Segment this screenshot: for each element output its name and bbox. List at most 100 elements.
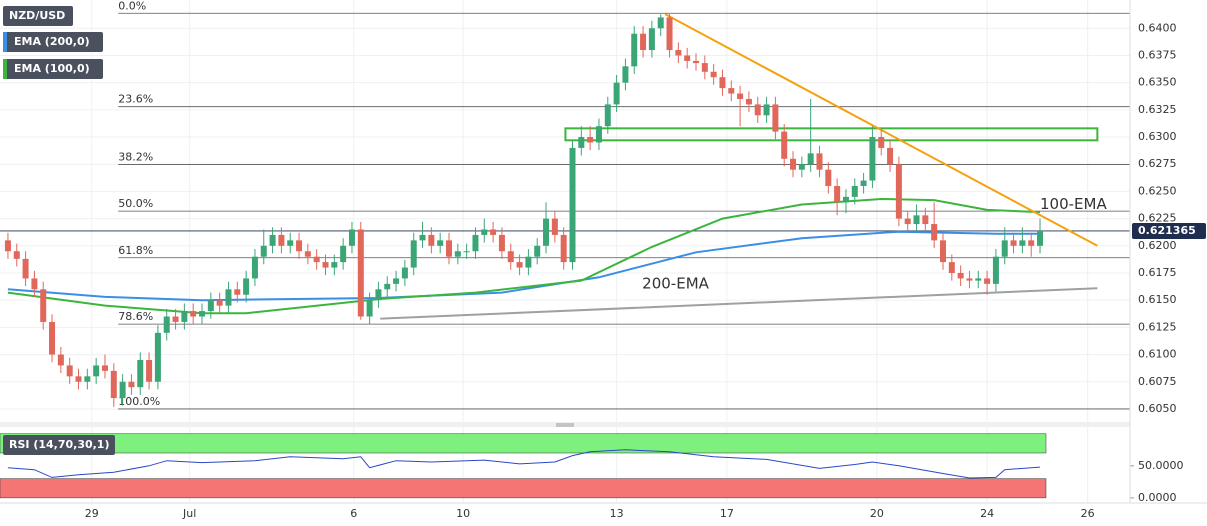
candle-body bbox=[728, 88, 735, 94]
candle-body bbox=[913, 215, 920, 225]
y-tick-label: 0.6150 bbox=[1138, 293, 1177, 306]
candle-body bbox=[243, 278, 250, 295]
candle-body bbox=[560, 234, 567, 263]
candle-body bbox=[101, 365, 108, 371]
y-tick-label: 0.6225 bbox=[1138, 212, 1177, 225]
x-tick-label: Jul bbox=[182, 507, 196, 520]
candle-body bbox=[569, 147, 576, 263]
candle-body bbox=[296, 240, 303, 252]
x-tick-label: 24 bbox=[980, 507, 994, 520]
candle-body bbox=[719, 77, 726, 89]
candle-body bbox=[419, 234, 426, 241]
oversold-band bbox=[0, 478, 1047, 499]
candle-body bbox=[710, 71, 717, 78]
candle-body bbox=[49, 321, 56, 355]
candle-body bbox=[516, 262, 523, 268]
candle-body bbox=[992, 256, 999, 284]
resistance-zone bbox=[564, 127, 1099, 142]
candle-body bbox=[834, 185, 841, 203]
candle-body bbox=[851, 185, 858, 197]
symbol: NZD/USD bbox=[9, 9, 65, 22]
candle-body bbox=[331, 262, 338, 268]
rsi-legend: RSI (14,70,30,1) bbox=[3, 435, 115, 455]
candle-body bbox=[534, 245, 541, 257]
candle-body bbox=[13, 251, 20, 259]
candle-body bbox=[366, 300, 373, 317]
y-tick-label: 0.6050 bbox=[1138, 402, 1177, 415]
candle-body bbox=[790, 158, 797, 170]
candle-body bbox=[472, 234, 479, 252]
ema-line bbox=[7, 197, 1041, 315]
candle-body bbox=[948, 262, 955, 273]
y-tick-label: 0.6275 bbox=[1138, 157, 1177, 170]
last-price-box bbox=[1132, 222, 1206, 239]
candle-body bbox=[675, 50, 682, 56]
candle-body bbox=[807, 153, 814, 165]
rsi-line bbox=[7, 449, 1041, 479]
candle-body bbox=[666, 17, 673, 51]
candle-body bbox=[781, 131, 788, 159]
y-tick-label: 0.6400 bbox=[1138, 21, 1177, 34]
legend-box bbox=[3, 59, 103, 79]
y-tick-label: 0.6350 bbox=[1138, 76, 1177, 89]
candle-body bbox=[816, 153, 823, 170]
candle-body bbox=[357, 229, 364, 317]
candle-body bbox=[490, 229, 497, 235]
y-tick-label: 0.6250 bbox=[1138, 184, 1177, 197]
candle-body bbox=[40, 289, 47, 322]
candle-body bbox=[401, 267, 408, 279]
trendline bbox=[380, 287, 1098, 320]
annotation: 100-EMA bbox=[1040, 195, 1107, 213]
candle-body bbox=[701, 63, 708, 72]
fib-label: 23.6% bbox=[118, 93, 153, 106]
fib-label: 61.8% bbox=[118, 244, 153, 257]
candle-body bbox=[966, 278, 973, 281]
candle-body bbox=[1019, 240, 1026, 246]
candle-body bbox=[543, 218, 550, 246]
candle-body bbox=[304, 251, 311, 257]
candle-body bbox=[1028, 240, 1035, 246]
candle-body bbox=[684, 55, 691, 61]
x-tick-label: 26 bbox=[1081, 507, 1095, 520]
x-tick-label: 29 bbox=[85, 507, 99, 520]
candle-body bbox=[207, 300, 214, 312]
candle-body bbox=[93, 365, 100, 377]
candle-body bbox=[269, 234, 276, 246]
candle-body bbox=[622, 66, 629, 83]
overbought-band bbox=[0, 433, 1047, 454]
y-tick-label: 0.6375 bbox=[1138, 48, 1177, 61]
candle-body bbox=[163, 316, 170, 333]
candle-body bbox=[216, 300, 223, 306]
candle-body bbox=[57, 354, 64, 366]
candle-body bbox=[137, 360, 144, 388]
candle-body bbox=[225, 289, 232, 306]
candle-body bbox=[446, 240, 453, 257]
candle-body bbox=[481, 229, 488, 235]
candle-body bbox=[640, 33, 647, 51]
candle-body bbox=[648, 28, 655, 51]
candle-body bbox=[375, 289, 382, 301]
candle-body bbox=[798, 164, 805, 170]
candle-body bbox=[1001, 240, 1008, 257]
candle-body bbox=[384, 283, 391, 290]
candle-body bbox=[66, 365, 73, 377]
candle-body bbox=[745, 98, 752, 105]
rsi-tick-label: 0.0000 bbox=[1138, 491, 1177, 504]
candle-body bbox=[613, 82, 620, 105]
candle-body bbox=[22, 258, 29, 279]
candle-body bbox=[437, 240, 444, 246]
candle-body bbox=[181, 311, 188, 322]
legend-label: EMA (100,0) bbox=[14, 62, 90, 75]
x-tick-label: 20 bbox=[870, 507, 884, 520]
candle-body bbox=[922, 215, 929, 225]
rsi-pane: 50.0000 0.0000 bbox=[0, 433, 1184, 504]
candle-body bbox=[984, 278, 991, 284]
candle-body bbox=[631, 33, 638, 67]
symbol-box bbox=[3, 6, 73, 26]
candle-body bbox=[578, 137, 585, 148]
rsi-title: RSI (14,70,30,1) bbox=[9, 438, 109, 451]
candle-body bbox=[763, 104, 770, 116]
candle-body bbox=[825, 169, 832, 186]
candle-body bbox=[975, 278, 982, 281]
y-tick-label: 0.6175 bbox=[1138, 266, 1177, 279]
